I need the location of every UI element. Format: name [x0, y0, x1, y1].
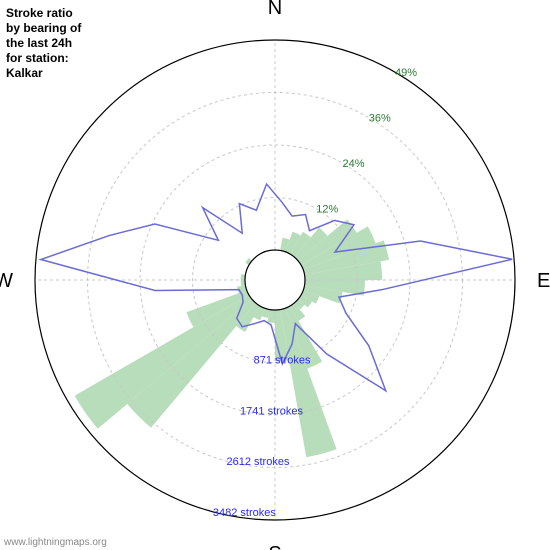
compass-label: W	[0, 270, 13, 292]
compass-label: S	[268, 543, 281, 550]
ratio-bar	[280, 308, 336, 457]
ratio-ring-label: 36%	[369, 113, 391, 125]
credit-text: www.lightningmaps.org	[4, 537, 107, 548]
stroke-ring-label: 871 strokes	[254, 355, 311, 367]
ratio-ring-label: 24%	[343, 158, 365, 170]
grid	[35, 40, 515, 520]
stroke-ring-label: 3482 strokes	[213, 507, 276, 519]
compass-label: E	[537, 270, 550, 292]
center-circle	[245, 250, 305, 310]
compass-label: N	[268, 0, 282, 19]
polar-chart: 12% 24% 36% 49% 871 strokes 1741 strokes 2612 …	[0, 0, 550, 550]
stroke-ring-label: 2612 strokes	[226, 456, 289, 468]
ratio-ring-label: 12%	[316, 204, 338, 216]
ratio-ring-label: 49%	[395, 67, 417, 79]
ratio-bars	[75, 219, 389, 457]
stroke-ring-label: 1741 strokes	[240, 405, 303, 417]
